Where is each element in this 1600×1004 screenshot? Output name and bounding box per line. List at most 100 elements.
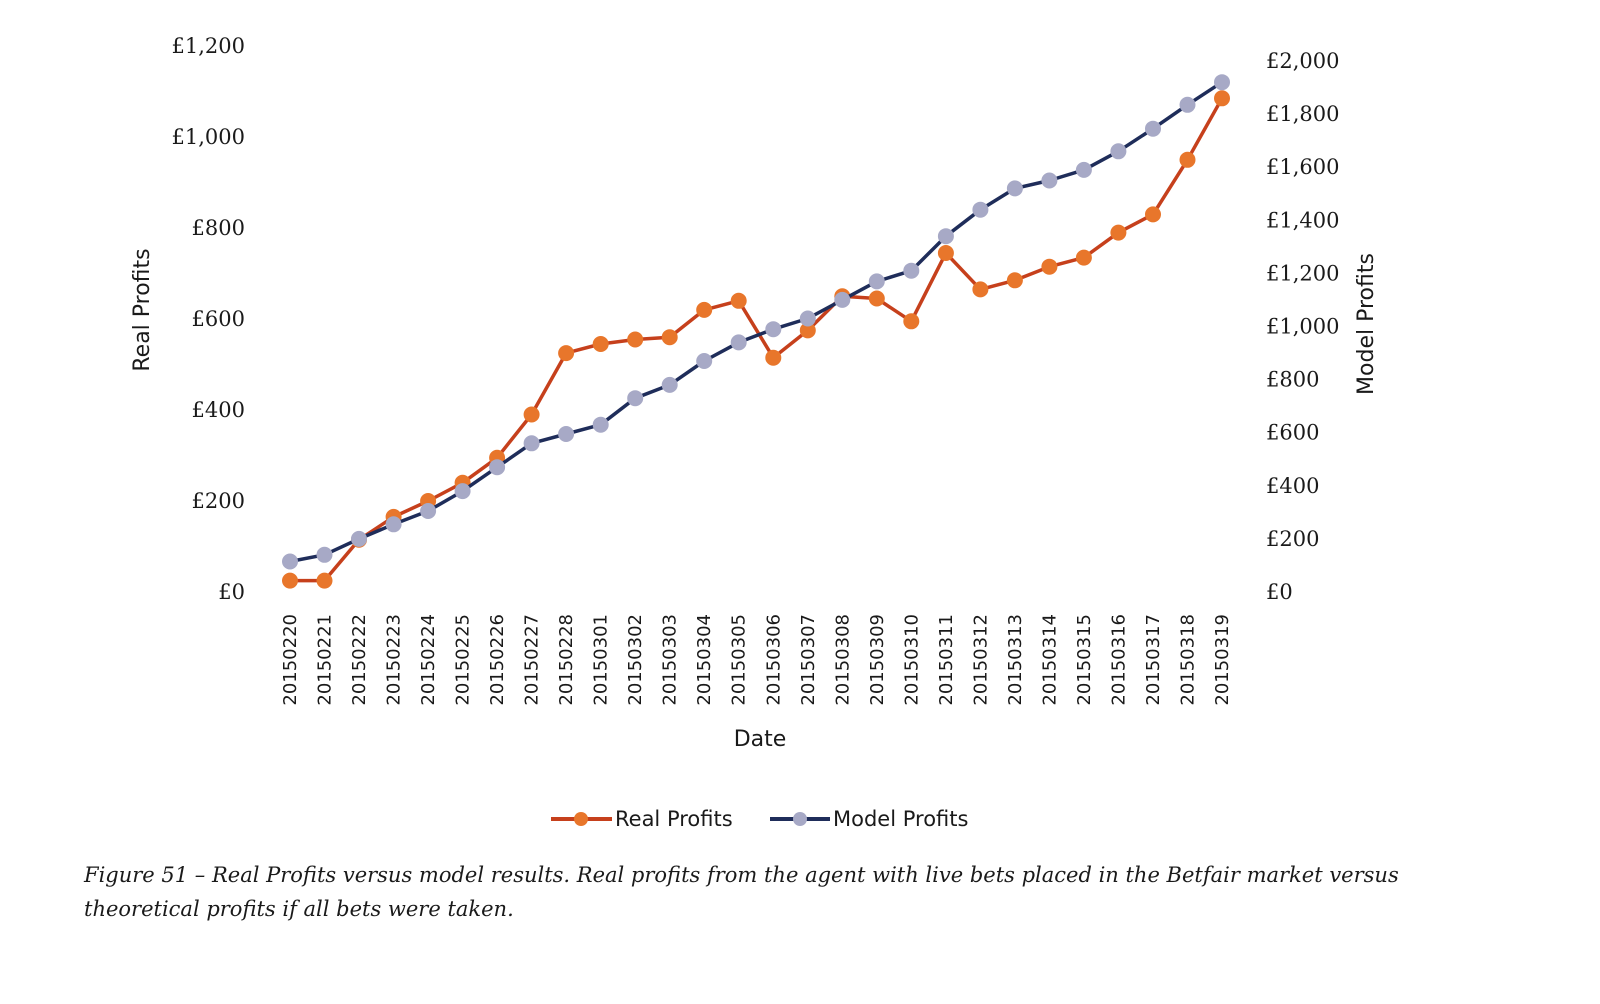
data-point (696, 353, 713, 369)
right-tick-label: £1,200 (1266, 261, 1339, 285)
right-tick-label: £1,000 (1266, 315, 1339, 339)
data-point (592, 416, 609, 433)
data-point (972, 201, 989, 218)
x-tick-label: 20150227 (522, 614, 543, 706)
x-tick-label: 20150314 (1039, 614, 1060, 706)
x-tick-label: 20150225 (453, 614, 474, 706)
series-model-profits (282, 74, 1230, 570)
data-point (316, 572, 333, 589)
series-line (290, 97, 1224, 583)
left-tick-label: £0 (218, 580, 245, 604)
right-tick-label: £600 (1266, 421, 1319, 445)
data-point (834, 291, 851, 308)
legend-label-model-profits: Model Profits (833, 807, 968, 831)
x-tick-label: 20150307 (798, 614, 819, 706)
series-layer (282, 74, 1230, 589)
x-tick-label: 20150305 (729, 614, 750, 706)
data-point (868, 290, 885, 307)
right-tick-label: £400 (1266, 474, 1319, 498)
x-tick-label: 20150224 (418, 614, 439, 706)
right-axis-ticks: £0 £200 £400 £600 £800 £1,000 £1,200 £1,400 £1,6… (1266, 49, 1339, 604)
x-tick-label: 20150301 (591, 614, 612, 706)
x-tick-label: 20150319 (1212, 614, 1233, 706)
x-axis-ticks: 20150220 20150221 20150222 20150223 20150224… (280, 614, 1233, 706)
x-tick-label: 20150306 (763, 614, 784, 706)
legend-swatch-marker-model (793, 812, 807, 826)
right-tick-label: £1,600 (1266, 155, 1339, 179)
legend-label-real-profits: Real Profits (615, 807, 733, 831)
x-tick-label: 20150220 (280, 614, 301, 706)
x-tick-label: 20150311 (936, 614, 957, 706)
data-point (1179, 96, 1196, 113)
data-point (1041, 258, 1058, 275)
x-tick-label: 20150304 (694, 614, 715, 706)
data-point (730, 334, 747, 351)
data-point (420, 503, 437, 519)
data-point (1041, 172, 1058, 189)
x-tick-label: 20150308 (832, 614, 853, 706)
x-tick-label: 20150221 (315, 614, 336, 706)
data-point (282, 572, 298, 589)
legend: Real Profits Model Profits (551, 807, 968, 831)
data-point (1110, 143, 1127, 160)
data-point (937, 245, 954, 261)
x-tick-label: 20150226 (487, 614, 508, 706)
x-tick-label: 20150318 (1177, 614, 1198, 706)
right-tick-label: £200 (1266, 527, 1319, 551)
right-tick-label: £1,800 (1266, 102, 1339, 126)
data-point (454, 483, 471, 500)
x-tick-label: 20150315 (1074, 614, 1095, 706)
x-tick-label: 20150309 (867, 614, 888, 706)
data-point (1075, 161, 1092, 178)
left-tick-label: £1,000 (172, 125, 245, 149)
data-point (903, 313, 920, 330)
x-tick-label: 20150302 (625, 614, 646, 706)
right-tick-label: £0 (1266, 580, 1293, 604)
data-point (351, 530, 367, 547)
data-point (937, 228, 954, 245)
x-tick-label: 20150222 (349, 614, 370, 706)
left-tick-label: £200 (192, 489, 245, 513)
data-point (316, 546, 333, 563)
data-point (765, 321, 782, 338)
data-point (592, 336, 609, 352)
x-tick-label: 20150310 (901, 614, 922, 706)
data-point (627, 390, 644, 407)
figure-caption: Figure 51 – Real Profits versus model re… (84, 863, 1399, 921)
x-tick-label: 20150228 (556, 614, 577, 706)
data-point (1110, 224, 1127, 241)
legend-item-model-profits: Model Profits (770, 807, 968, 831)
dual-axis-line-chart: £0 £200 £400 £600 £800 £1,000 £1,200 £0 £200 £40… (130, 34, 1379, 831)
y-axis-title-right: Model Profits (1354, 253, 1379, 395)
y-axis-title-left: Real Profits (130, 248, 155, 371)
x-tick-label: 20150316 (1108, 614, 1129, 706)
data-point (1075, 249, 1092, 266)
data-point (1214, 74, 1230, 91)
data-point (627, 331, 644, 348)
right-tick-label: £2,000 (1266, 49, 1339, 73)
data-point (1179, 151, 1196, 168)
data-point (799, 310, 816, 327)
data-point (1214, 90, 1230, 107)
left-tick-label: £1,200 (172, 34, 245, 58)
legend-swatch-marker-real (574, 812, 588, 826)
x-tick-label: 20150313 (1005, 614, 1026, 706)
data-point (765, 349, 782, 366)
data-point (696, 301, 713, 318)
right-tick-label: £800 (1266, 368, 1319, 392)
data-point (730, 292, 747, 309)
data-point (661, 329, 678, 346)
data-point (868, 273, 885, 290)
data-point (282, 553, 298, 570)
data-point (489, 459, 506, 476)
data-point (1006, 180, 1023, 197)
legend-item-real-profits: Real Profits (551, 807, 733, 831)
data-point (523, 406, 540, 423)
left-tick-label: £600 (192, 307, 245, 331)
left-tick-label: £400 (192, 398, 245, 422)
x-tick-label: 20150312 (970, 614, 991, 706)
data-point (972, 281, 989, 298)
data-point (558, 426, 575, 442)
data-point (385, 516, 402, 533)
